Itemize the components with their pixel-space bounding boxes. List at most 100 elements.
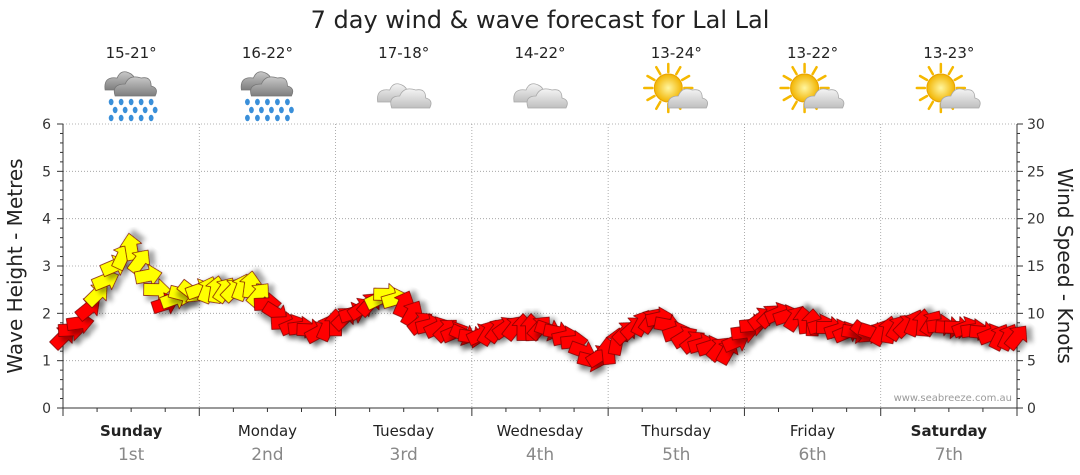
y-tick-label: 3 bbox=[42, 259, 51, 275]
rain-drop bbox=[108, 114, 114, 122]
sun-cloud-icon bbox=[643, 62, 708, 114]
rain-drop bbox=[128, 98, 134, 106]
rain-drop bbox=[118, 114, 124, 122]
sun-ray bbox=[782, 74, 792, 82]
temperature-label: 17-18° bbox=[378, 44, 429, 62]
wind-arrow bbox=[1003, 325, 1028, 352]
sun-ray bbox=[782, 94, 792, 102]
left-axis-ticks: 0 1 2 3 4 5 6 bbox=[42, 117, 63, 417]
day-date-label: 2nd bbox=[251, 445, 283, 465]
rain-drops bbox=[245, 98, 294, 122]
rain-drops bbox=[108, 98, 158, 122]
rain-drop bbox=[245, 98, 250, 106]
rain-drop bbox=[108, 98, 114, 106]
sun-ray bbox=[927, 65, 935, 76]
y-tick-label: 0 bbox=[42, 401, 51, 417]
day-date-label: 6th bbox=[798, 445, 826, 465]
day-name-label: Tuesday bbox=[372, 422, 434, 440]
cloud-shape bbox=[250, 76, 294, 97]
sun-ray bbox=[947, 65, 955, 76]
rain-drop bbox=[255, 98, 260, 106]
day-date-label: 5th bbox=[662, 445, 690, 465]
sun-ray bbox=[680, 74, 691, 82]
wind-arrow bbox=[83, 284, 108, 309]
cloud-shape bbox=[940, 88, 981, 109]
rain-drop bbox=[148, 114, 154, 122]
cloud-shape bbox=[526, 88, 568, 109]
y2-tick-label: 25 bbox=[1027, 164, 1045, 180]
y2-tick-label: 20 bbox=[1027, 212, 1045, 228]
y2-tick-label: 0 bbox=[1027, 401, 1036, 417]
temperature-label: 13-23° bbox=[923, 44, 974, 62]
y2-tick-label: 10 bbox=[1027, 306, 1045, 322]
rain-cloud-icon bbox=[104, 71, 158, 122]
sun-cloud-icon bbox=[779, 62, 845, 114]
rain-drop bbox=[249, 106, 254, 114]
temperature-label: 13-22° bbox=[787, 44, 838, 62]
rain-drop bbox=[285, 98, 290, 106]
y-tick-label: 5 bbox=[42, 164, 51, 180]
day-name-label: Thursday bbox=[640, 422, 711, 440]
sun-ray bbox=[646, 94, 656, 102]
grid-lines bbox=[63, 123, 1017, 408]
cloud-icon bbox=[377, 83, 432, 109]
rain-drop bbox=[265, 98, 270, 106]
rain-drop bbox=[255, 114, 260, 122]
rain-drop bbox=[118, 98, 124, 106]
wind-arrows bbox=[49, 232, 1028, 373]
rain-drop bbox=[112, 106, 118, 114]
rain-drop bbox=[138, 98, 144, 106]
y-tick-label: 2 bbox=[42, 306, 51, 322]
day-name-label: Saturday bbox=[911, 422, 988, 440]
sun-ray bbox=[646, 74, 656, 82]
day-name-label: Wednesday bbox=[497, 422, 584, 440]
sun-ray bbox=[811, 65, 818, 76]
rain-drop bbox=[285, 114, 290, 122]
wind-arrow bbox=[133, 263, 163, 287]
sun-ray bbox=[918, 74, 929, 82]
cloud-shape bbox=[390, 88, 432, 109]
temperature-label: 14-22° bbox=[514, 44, 565, 62]
y2-tick-label: 5 bbox=[1027, 354, 1036, 370]
temperature-label: 16-22° bbox=[242, 44, 293, 62]
right-axis-ticks: 0 5 10 15 20 25 30 bbox=[1017, 117, 1045, 417]
rain-drop bbox=[279, 106, 284, 114]
cloud-icon bbox=[513, 83, 568, 109]
day-date-label: 7th bbox=[935, 445, 963, 465]
sun-ray bbox=[918, 94, 929, 102]
sun-ray bbox=[655, 100, 662, 111]
day-labels: Sunday 1st Monday 2nd Tuesday 3rd Wednesday 4th… bbox=[100, 422, 987, 465]
rain-drop bbox=[259, 106, 264, 114]
x-axis-ticks bbox=[62, 408, 1018, 416]
rain-drop bbox=[142, 106, 148, 114]
day-date-label: 3rd bbox=[390, 445, 418, 465]
chart-title: 7 day wind & wave forecast for Lal Lal bbox=[311, 6, 770, 34]
rain-drop bbox=[122, 106, 128, 114]
day-name-label: Monday bbox=[238, 422, 297, 440]
sun-cloud-icon bbox=[915, 62, 981, 114]
rain-drop bbox=[152, 106, 158, 114]
y-tick-label: 6 bbox=[42, 117, 51, 133]
sun-ray bbox=[791, 100, 798, 111]
rain-drop bbox=[148, 98, 154, 106]
rain-drop bbox=[128, 114, 134, 122]
sun-ray bbox=[791, 65, 798, 76]
day-date-label: 1st bbox=[118, 445, 145, 465]
rain-drop bbox=[245, 114, 250, 122]
rain-drop bbox=[275, 98, 280, 106]
sun-ray bbox=[927, 100, 935, 111]
y-tick-label: 1 bbox=[42, 354, 51, 370]
rain-drop bbox=[265, 114, 270, 122]
weather-icons: 15-21° 16-22° 17-18° 14-22° 13-24° 13-22° 13-2… bbox=[104, 44, 981, 122]
y2-tick-label: 15 bbox=[1027, 259, 1045, 275]
y2-tick-label: 30 bbox=[1027, 117, 1045, 133]
rain-drop bbox=[275, 114, 280, 122]
rain-drop bbox=[289, 106, 294, 114]
rain-drop bbox=[138, 114, 144, 122]
sun-ray bbox=[675, 65, 682, 76]
y2-axis-label: Wind Speed - Knots bbox=[1053, 168, 1077, 364]
temperature-label: 13-24° bbox=[651, 44, 702, 62]
sun-ray bbox=[953, 74, 963, 82]
day-date-label: 4th bbox=[526, 445, 554, 465]
